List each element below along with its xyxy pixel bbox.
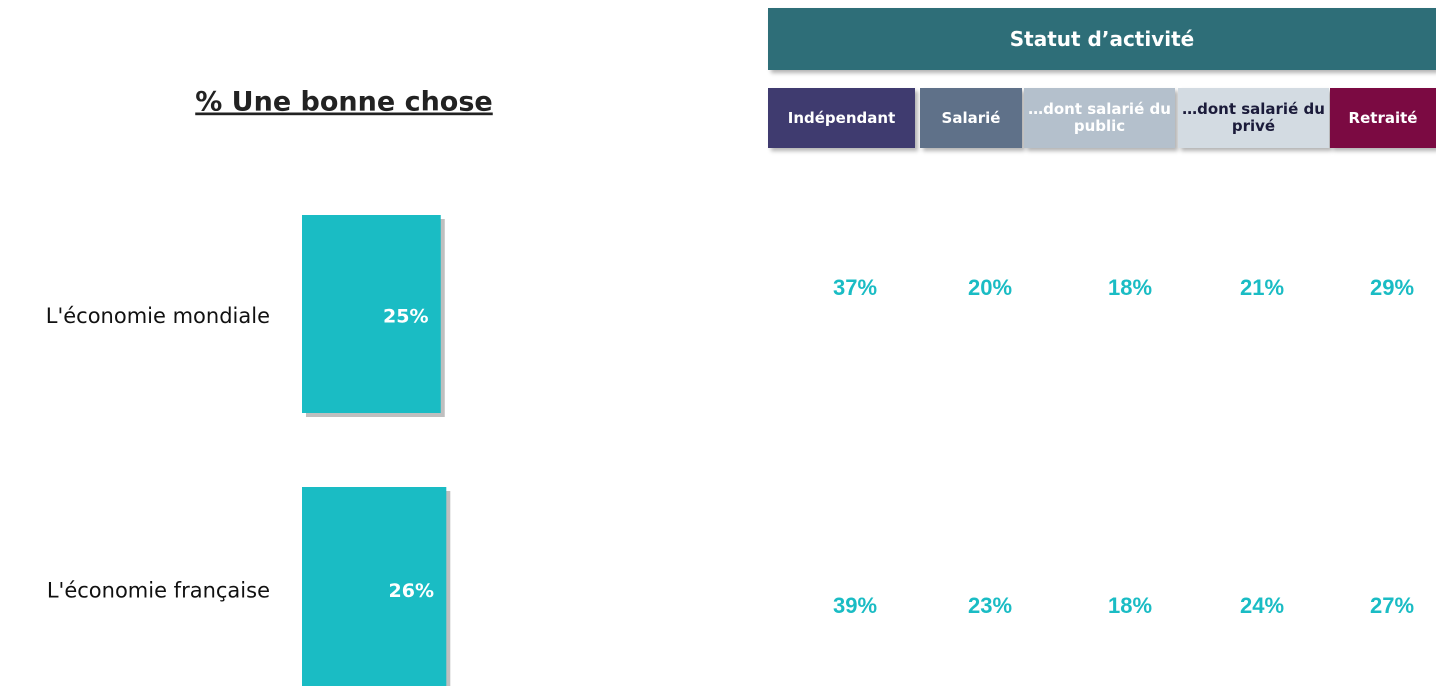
value-label: 25% bbox=[383, 306, 428, 328]
cell-value: 20% bbox=[967, 275, 1013, 300]
value-label: 26% bbox=[389, 580, 434, 602]
cell-value: 39% bbox=[832, 593, 878, 618]
column-header: Salarié bbox=[920, 88, 1022, 148]
cell-value: 23% bbox=[967, 593, 1013, 618]
column-header: Retraité bbox=[1330, 88, 1436, 148]
bar bbox=[302, 215, 441, 413]
cell-value: 21% bbox=[1239, 275, 1285, 300]
cell-value: 18% bbox=[1107, 275, 1153, 300]
cell-value: 24% bbox=[1239, 593, 1285, 618]
cell-value: 29% bbox=[1369, 275, 1415, 300]
cell-value: 18% bbox=[1107, 593, 1153, 618]
column-header: Indépendant bbox=[768, 88, 915, 148]
column-header: …dont salarié du privé bbox=[1178, 88, 1329, 148]
column-header: …dont salarié du public bbox=[1024, 88, 1175, 148]
bar bbox=[302, 487, 447, 686]
cell-value: 37% bbox=[832, 275, 878, 300]
category-label: L'économie française bbox=[47, 579, 270, 603]
cell-value: 27% bbox=[1369, 593, 1415, 618]
table-title: Statut d’activité bbox=[768, 8, 1436, 70]
category-label: L'économie mondiale bbox=[46, 304, 270, 328]
chart-title: % Une bonne chose bbox=[195, 87, 493, 118]
